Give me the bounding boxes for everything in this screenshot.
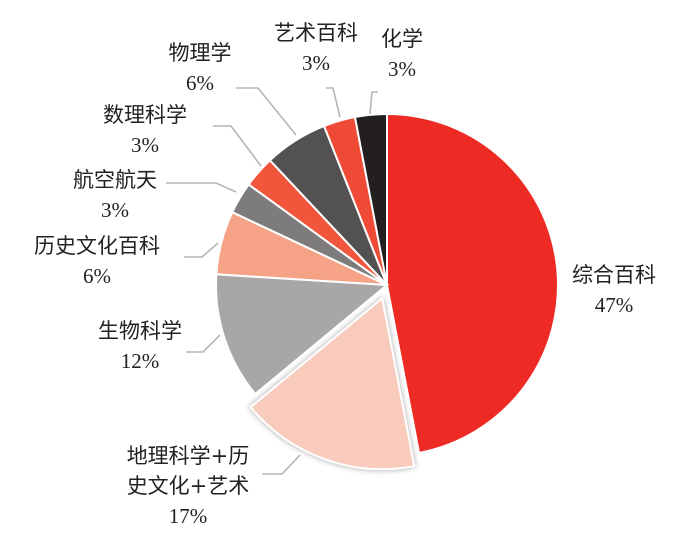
leader-line — [184, 242, 219, 258]
slice-value-label: 3% — [131, 133, 159, 157]
leader-line — [186, 334, 221, 353]
slice-label: 地理科学+历 — [127, 444, 250, 468]
slice-value-label: 3% — [101, 198, 129, 222]
slice-label: 物理学 — [169, 41, 232, 65]
slice-labels: 综合百科 47% 地理科学+历史文化+艺术 17% 生物科学 12% 历史文化百科 6% 航空航… — [34, 21, 656, 528]
leader-line — [213, 125, 262, 167]
slice-label: 史文化+艺术 — [127, 474, 250, 498]
leader-lines — [166, 87, 378, 475]
slice-label: 历史文化百科 — [34, 234, 160, 258]
slice-label: 综合百科 — [572, 263, 656, 287]
leader-line — [262, 454, 301, 475]
slice-value-label: 3% — [388, 57, 416, 81]
leader-line — [236, 87, 297, 136]
pie-slice — [386, 112, 559, 455]
pie-slice — [353, 112, 388, 286]
slice-value-label: 6% — [186, 71, 214, 95]
slice-label: 生物科学 — [98, 319, 182, 343]
slice-value-label: 17% — [169, 504, 208, 528]
slice-label: 艺术百科 — [274, 21, 358, 45]
slice-label: 航空航天 — [73, 168, 157, 192]
leader-line — [166, 182, 237, 193]
leader-line — [326, 87, 341, 118]
pie-slices — [215, 112, 559, 471]
slice-label: 化学 — [381, 27, 423, 51]
slice-value-label: 3% — [302, 51, 330, 75]
leader-line — [369, 91, 378, 115]
pie-slice — [249, 296, 416, 471]
slice-value-label: 6% — [83, 264, 111, 288]
slice-label: 数理科学 — [103, 103, 187, 127]
pie-slice — [215, 273, 390, 396]
slice-value-label: 47% — [595, 293, 634, 317]
slice-value-label: 12% — [121, 349, 160, 373]
